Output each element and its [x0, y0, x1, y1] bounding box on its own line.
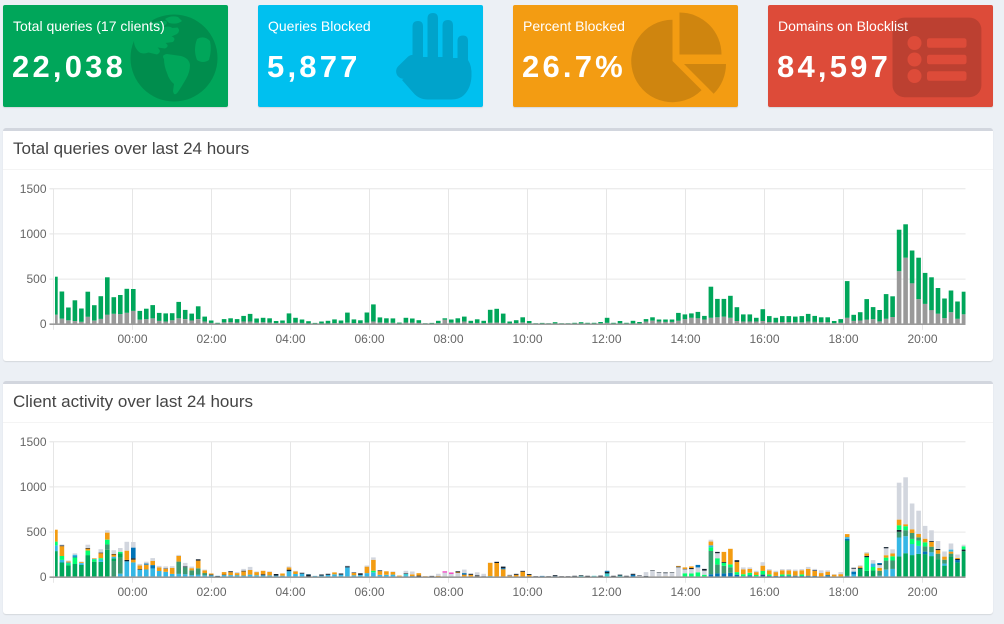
svg-text:12:00: 12:00: [591, 332, 621, 346]
svg-text:08:00: 08:00: [433, 332, 463, 346]
svg-text:06:00: 06:00: [354, 332, 384, 346]
svg-text:08:00: 08:00: [433, 585, 463, 599]
svg-text:18:00: 18:00: [828, 332, 858, 346]
svg-text:20:00: 20:00: [907, 332, 937, 346]
svg-text:18:00: 18:00: [828, 585, 858, 599]
svg-text:12:00: 12:00: [591, 585, 621, 599]
svg-text:00:00: 00:00: [117, 585, 147, 599]
svg-text:02:00: 02:00: [196, 332, 226, 346]
svg-text:02:00: 02:00: [196, 585, 226, 599]
svg-text:10:00: 10:00: [512, 332, 542, 346]
svg-text:06:00: 06:00: [354, 585, 384, 599]
svg-text:0: 0: [40, 570, 47, 584]
svg-text:0: 0: [40, 317, 47, 331]
svg-text:16:00: 16:00: [749, 585, 779, 599]
svg-text:1500: 1500: [20, 182, 47, 196]
svg-text:04:00: 04:00: [275, 585, 305, 599]
svg-text:1500: 1500: [20, 435, 47, 449]
svg-text:16:00: 16:00: [749, 332, 779, 346]
svg-text:10:00: 10:00: [512, 585, 542, 599]
svg-text:00:00: 00:00: [117, 332, 147, 346]
svg-text:500: 500: [26, 525, 46, 539]
svg-text:500: 500: [26, 272, 46, 286]
svg-text:04:00: 04:00: [275, 332, 305, 346]
svg-text:1000: 1000: [20, 480, 47, 494]
svg-text:14:00: 14:00: [670, 585, 700, 599]
svg-text:14:00: 14:00: [670, 332, 700, 346]
svg-text:1000: 1000: [20, 227, 47, 241]
svg-text:20:00: 20:00: [907, 585, 937, 599]
